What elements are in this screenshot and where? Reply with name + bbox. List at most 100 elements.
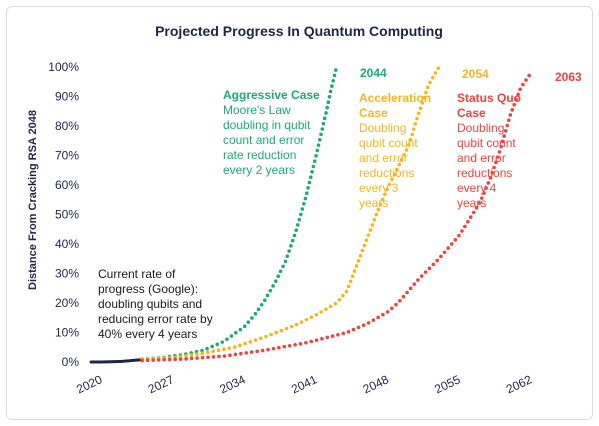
- x-tick-label: 2027: [146, 372, 176, 396]
- aggressive-point: [315, 148, 320, 153]
- x-tick-label: 2062: [504, 372, 534, 396]
- aggressive-point: [234, 331, 238, 335]
- status_quo-point: [255, 349, 259, 354]
- status_quo-point: [217, 354, 221, 359]
- status_quo-point: [427, 266, 432, 271]
- aggressive-point: [205, 346, 209, 351]
- aggressive-point: [215, 342, 220, 347]
- y-tick-label: 30%: [55, 267, 79, 281]
- aggressive-point: [311, 164, 316, 169]
- y-tick-label: 20%: [55, 296, 79, 310]
- acceleration-point: [383, 192, 387, 197]
- acceleration-annotation-text: every 3: [359, 181, 399, 195]
- aggressive-point: [325, 105, 329, 110]
- acceleration-point: [216, 348, 221, 353]
- acceleration-point: [406, 143, 411, 147]
- acceleration-point: [346, 284, 351, 289]
- acceleration-point: [200, 351, 205, 356]
- status_quo-point: [394, 302, 398, 307]
- acceleration-point: [324, 307, 328, 311]
- status_quo-point: [371, 318, 376, 322]
- status_quo-point: [412, 282, 417, 286]
- status_quo-annotation-text: Doubling: [457, 121, 504, 135]
- acceleration-point: [433, 71, 438, 75]
- status_quo-point: [385, 310, 390, 314]
- aggressive-point: [292, 233, 297, 238]
- acceleration-point: [370, 223, 375, 227]
- status_quo-point: [200, 355, 205, 360]
- acceleration-point: [430, 75, 435, 80]
- status_quo-annotation-text: qubit count: [457, 136, 516, 150]
- status_quo-point: [480, 196, 484, 200]
- status_quo-point: [314, 338, 319, 342]
- status_quo-point: [449, 242, 454, 246]
- status_quo-point: [151, 358, 155, 362]
- status_quo-point: [195, 356, 199, 360]
- aggressive-end-year-label: 2044: [360, 66, 387, 80]
- status_quo-point: [361, 323, 366, 328]
- acceleration-point: [372, 217, 377, 222]
- status_quo-end-year-label: 2063: [555, 70, 582, 84]
- acceleration-point: [428, 80, 432, 85]
- status_quo-point: [508, 113, 513, 117]
- y-tick-label: 60%: [55, 178, 79, 192]
- status_quo-point: [271, 346, 276, 351]
- acceleration-point: [360, 248, 365, 253]
- acceleration-point: [253, 338, 258, 342]
- status_quo-point: [514, 97, 518, 102]
- acceleration-point: [395, 167, 399, 172]
- status_quo-point: [423, 270, 428, 274]
- status_quo-point: [376, 315, 380, 320]
- aggressive-point: [302, 202, 306, 206]
- acceleration-point: [243, 341, 247, 346]
- status_quo-point: [156, 358, 161, 362]
- status_quo-point: [453, 237, 458, 242]
- acceleration-annotation-text: and error: [359, 151, 408, 165]
- status_quo-point: [178, 357, 183, 361]
- aggressive-point: [295, 223, 300, 227]
- acceleration-point: [402, 153, 406, 157]
- status_quo-annotation-title: Case: [457, 106, 486, 120]
- status_quo-point: [482, 191, 486, 195]
- status_quo-point: [298, 341, 303, 346]
- y-tick-label: 40%: [55, 237, 79, 251]
- aggressive-point: [265, 293, 270, 298]
- current-rate-note: doubling qubits and: [98, 297, 202, 311]
- status_quo-point: [351, 327, 356, 332]
- aggressive-annotation-text: Moore's Law: [223, 103, 291, 117]
- aggressive-point: [328, 89, 333, 94]
- status_quo-point: [495, 155, 500, 159]
- acceleration-point: [350, 274, 355, 279]
- status_quo-point: [173, 357, 177, 362]
- y-tick-label: 10%: [55, 326, 79, 340]
- aggressive-point: [200, 348, 204, 353]
- status_quo-point: [228, 353, 232, 358]
- status_quo-point: [390, 306, 394, 311]
- status_quo-point: [341, 331, 346, 336]
- status_quo-point: [494, 160, 498, 165]
- acceleration-point: [222, 347, 226, 352]
- aggressive-point: [317, 137, 322, 142]
- status_quo-annotation-text: and error: [457, 151, 506, 165]
- current-rate-note: 40% every 4 years: [98, 327, 197, 341]
- aggressive-point: [281, 264, 285, 269]
- status_quo-point: [162, 357, 166, 362]
- aggressive-point: [259, 302, 264, 307]
- status_quo-point: [266, 347, 270, 352]
- acceleration-point: [411, 127, 416, 131]
- status_quo-point: [471, 210, 476, 215]
- status_quo-annotation-text: years: [457, 196, 486, 210]
- status_quo-point: [516, 92, 520, 97]
- status_quo-point: [287, 343, 292, 348]
- acceleration-point: [362, 243, 367, 248]
- status_quo-point: [277, 345, 281, 350]
- status_quo-point: [184, 357, 188, 361]
- status_quo-point: [206, 355, 210, 360]
- acceleration-point: [366, 233, 371, 237]
- aggressive-point: [319, 132, 323, 137]
- aggressive-point: [263, 298, 267, 303]
- chart-card: Projected Progress In Quantum Computing …: [6, 6, 593, 420]
- acceleration-point: [299, 320, 304, 324]
- aggressive-point: [253, 311, 258, 316]
- aggressive-point: [331, 78, 335, 83]
